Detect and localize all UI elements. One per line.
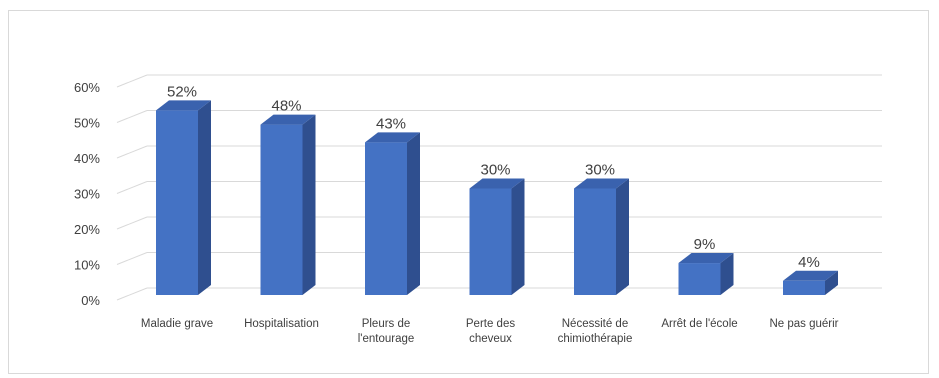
x-tick-label: Hospitalisation xyxy=(244,318,319,330)
data-label: 43% xyxy=(376,115,406,132)
y-tick-label: 20% xyxy=(74,222,100,237)
y-tick-label: 40% xyxy=(74,151,100,166)
gridline-depth xyxy=(116,181,148,194)
x-tick-label: l'entourage xyxy=(358,333,415,345)
gridline-depth xyxy=(116,74,148,88)
bar-top xyxy=(365,132,420,143)
gridline-depth xyxy=(116,110,148,123)
bar-side xyxy=(720,253,734,295)
bar-top xyxy=(156,100,211,111)
y-tick-label: 50% xyxy=(74,116,100,131)
y-tick-label: 10% xyxy=(74,258,100,273)
data-label: 30% xyxy=(480,162,510,179)
bar-front xyxy=(260,124,303,295)
bar-top xyxy=(678,253,734,264)
gridline-depth xyxy=(116,252,148,265)
bar-front xyxy=(678,263,721,295)
bar-front xyxy=(574,188,616,295)
bar-side xyxy=(407,132,420,295)
gridline-depth xyxy=(116,145,148,159)
data-label: 4% xyxy=(798,254,820,271)
y-tick-label: 0% xyxy=(81,293,100,308)
y-tick-label: 30% xyxy=(74,187,100,202)
data-label: 48% xyxy=(271,98,301,115)
bar-side xyxy=(511,178,525,295)
x-tick-label: Perte des xyxy=(466,318,515,330)
bar-front xyxy=(156,110,198,296)
bar-side xyxy=(825,270,838,295)
data-label: 52% xyxy=(167,83,197,100)
bar-top xyxy=(574,178,629,189)
bar-top xyxy=(260,114,316,125)
y-tick-label: 60% xyxy=(74,80,100,95)
data-label: 9% xyxy=(694,236,716,253)
gridline-depth xyxy=(116,216,148,230)
bar-side xyxy=(302,114,316,295)
bar-side xyxy=(198,100,211,296)
x-tick-label: Arrêt de l'école xyxy=(661,318,737,330)
bar-side xyxy=(616,178,629,295)
bar-front xyxy=(783,280,825,295)
x-tick-label: chimiothérapie xyxy=(558,333,633,345)
x-tick-label: cheveux xyxy=(469,333,512,345)
x-tick-label: Ne pas guérir xyxy=(769,318,838,330)
bar-top xyxy=(783,270,838,281)
bar-front xyxy=(365,142,407,295)
gridline-depth xyxy=(116,287,148,301)
bar-top xyxy=(469,178,525,189)
x-tick-label: Maladie grave xyxy=(141,318,213,330)
x-tick-label: Pleurs de xyxy=(362,318,411,330)
x-tick-label: Nécessité de xyxy=(562,318,628,330)
data-label: 30% xyxy=(585,162,615,179)
bar-front xyxy=(469,188,512,295)
